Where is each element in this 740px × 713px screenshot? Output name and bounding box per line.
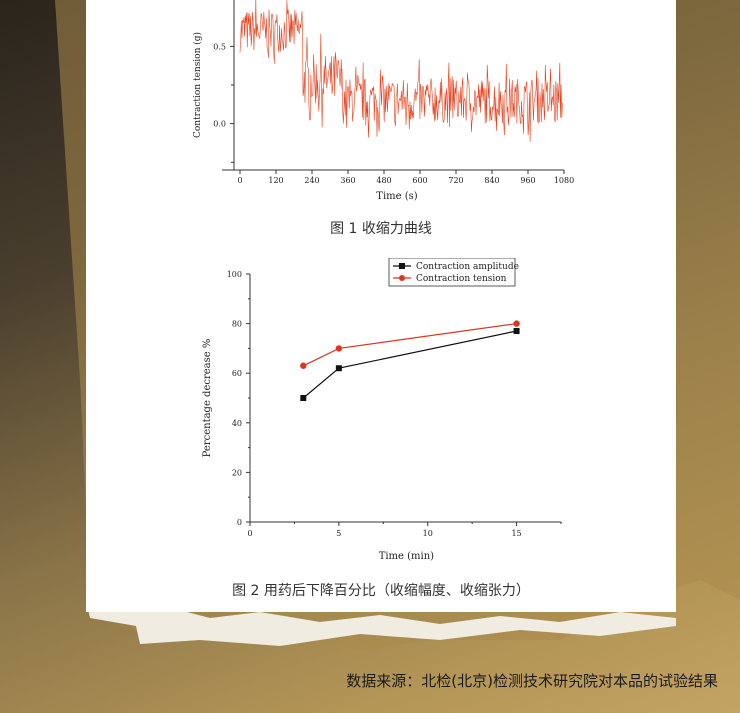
percentage-decrease-chart: 0 20 40 60 80 100 0 5 10 15 Time (min) Percentage d… [202, 258, 562, 562]
x-tick-label: 720 [448, 176, 463, 185]
x-tick-label: 120 [268, 176, 283, 185]
x-tick-label: 5 [336, 529, 341, 538]
data-source-note: 数据来源：北检(北京)检测技术研究院对本品的试验结果 [346, 672, 718, 690]
x-tick-label: 360 [340, 176, 355, 185]
figure-2-caption: 图 2 用药后下降百分比（收缩幅度、收缩张力） [232, 583, 530, 599]
x-tick-label: 15 [511, 529, 521, 538]
legend-box [388, 258, 516, 287]
x-tick-label: 600 [412, 176, 427, 185]
x-axis-label: Time (s) [376, 191, 417, 202]
legend-marker-amplitude [399, 263, 405, 269]
data-point-amplitude [300, 395, 307, 401]
x-tick-label: 1080 [554, 176, 574, 185]
x-tick-label: 0 [247, 529, 252, 538]
figure-1-caption: 图 1 收缩力曲线 [330, 221, 432, 237]
legend-label: Contraction amplitude [416, 262, 519, 272]
y-axis-label: Contraction tension (g) [192, 32, 203, 138]
y-tick-label: 80 [232, 320, 242, 329]
data-point-tension [513, 320, 520, 327]
series-line-tension [303, 323, 517, 367]
data-point-amplitude [335, 365, 342, 372]
data-point-amplitude [513, 328, 520, 335]
y-tick-label: 0.5 [213, 42, 226, 51]
legend-marker-tension [399, 275, 405, 281]
x-tick-label: 480 [376, 176, 391, 185]
data-point-tension [335, 345, 343, 352]
y-tick-label: 100 [227, 270, 242, 279]
torn-paper-edge [86, 600, 676, 646]
x-tick-label: 840 [484, 176, 499, 185]
x-tick-label: 10 [423, 529, 433, 538]
x-axis-label: Time (min) [379, 551, 434, 562]
y-tick-label: 20 [232, 468, 242, 477]
x-tick-label: 0 [237, 176, 242, 185]
x-tick-label: 960 [520, 176, 535, 185]
paper-sheet: 0.5 0.0 0 120 240 360 480 600 720 840 960 1080 Time … [86, 0, 676, 612]
y-tick-label: 0 [237, 518, 242, 527]
y-tick-label: 60 [232, 369, 242, 378]
series-line-amplitude [302, 330, 517, 399]
y-axis-label: Percentage decrease % [202, 339, 213, 458]
series-line-contraction-tension [239, 0, 563, 142]
y-tick-label: 0.0 [213, 120, 226, 129]
y-tick-label: 40 [232, 419, 242, 428]
legend-label: Contraction tension [416, 274, 507, 284]
contraction-tension-chart: 0.5 0.0 0 120 240 360 480 600 720 840 960 1080 Time … [192, 0, 574, 202]
x-tick-label: 240 [304, 176, 319, 185]
data-point-tension [300, 362, 307, 369]
